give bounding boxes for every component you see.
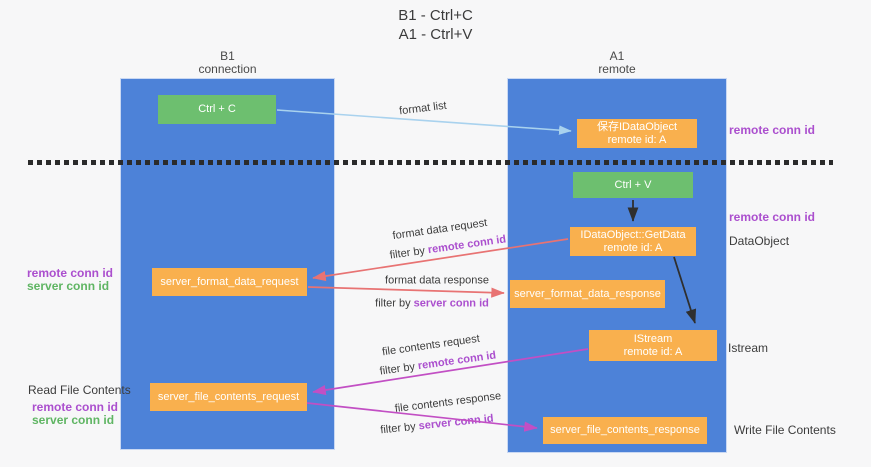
file-request-label: server_file_contents_request <box>157 390 300 403</box>
filter-by-text: filter by <box>378 360 416 378</box>
remote-conn-id-inline: remote conn id <box>427 233 507 257</box>
dashed-divider <box>28 160 833 165</box>
server-conn-id-label-left-mid: server conn id <box>27 279 110 293</box>
write-file-contents-label: Write File Contents <box>734 423 836 437</box>
istream-node: IStream remote id: A <box>589 330 717 361</box>
save-dataobject-line1: 保存IDataObject <box>596 120 678 133</box>
read-file-contents-label: Read File Contents <box>28 383 131 397</box>
ctrl-c-node: Ctrl + C <box>158 95 276 124</box>
ctrl-v-label: Ctrl + V <box>614 178 652 191</box>
ctrl-c-label: Ctrl + C <box>198 103 236 115</box>
istream-line1: IStream <box>633 332 673 345</box>
idataobject-getdata-node: IDataObject::GetData remote id: A <box>570 227 696 256</box>
format-data-response-label: format data response <box>385 274 489 287</box>
dataobject-label: DataObject <box>729 234 790 248</box>
ctrl-v-node: Ctrl + V <box>573 172 693 198</box>
istream-line2: remote id: A <box>623 345 683 358</box>
istream-side-label: Istream <box>728 341 769 355</box>
remote-conn-id-label-top-right: remote conn id <box>729 123 816 137</box>
column-b1-name: B1 <box>220 49 235 63</box>
getdata-line1: IDataObject::GetData <box>580 228 686 241</box>
remote-conn-id-label-mid-right: remote conn id <box>729 210 816 224</box>
server-conn-id-inline: server conn id <box>413 297 489 310</box>
column-header-a1: A1 remote <box>507 50 727 76</box>
format-request-label: server_format_data_request <box>160 275 299 288</box>
title-line-1: B1 - Ctrl+C <box>398 7 473 24</box>
title-line-2: A1 - Ctrl+V <box>398 26 473 43</box>
server-file-contents-request-node: server_file_contents_request <box>150 383 307 411</box>
filter-by-text: filter by <box>375 297 411 310</box>
file-contents-response-label: file contents response <box>394 390 502 415</box>
format-data-response-filter-label: filter by server conn id <box>375 298 489 311</box>
save-dataobject-line2: remote id: A <box>607 133 667 146</box>
remote-conn-id-label-left-mid: remote conn id <box>27 266 114 280</box>
remote-conn-id-label-left-bottom: remote conn id <box>32 400 119 414</box>
file-response-label: server_file_contents_response <box>550 424 700 436</box>
server-conn-id-label-left-bottom: server conn id <box>32 413 115 427</box>
filter-by-text: filter by <box>388 244 426 262</box>
server-conn-id-inline: server conn id <box>418 412 495 433</box>
format-data-response-arrow <box>307 286 505 298</box>
column-a1-role: remote <box>598 62 636 76</box>
file-contents-response-filter-label: filter by server conn id <box>380 413 494 438</box>
server-format-data-response-node: server_format_data_response <box>510 280 665 308</box>
save-dataobject-node: 保存IDataObject remote id: A <box>577 119 697 148</box>
column-header-b1: B1 connection <box>120 50 335 76</box>
filter-by-text: filter by <box>379 420 417 437</box>
format-list-label: format list <box>398 99 448 118</box>
diagram-title: B1 - Ctrl+C A1 - Ctrl+V <box>0 6 871 44</box>
column-a1-name: A1 <box>609 49 625 63</box>
format-response-label: server_format_data_response <box>514 287 661 300</box>
column-b1-role: connection <box>198 62 257 76</box>
server-format-data-request-node: server_format_data_request <box>152 268 307 296</box>
server-file-contents-response-node: server_file_contents_response <box>543 417 707 444</box>
getdata-line2: remote id: A <box>603 241 663 254</box>
